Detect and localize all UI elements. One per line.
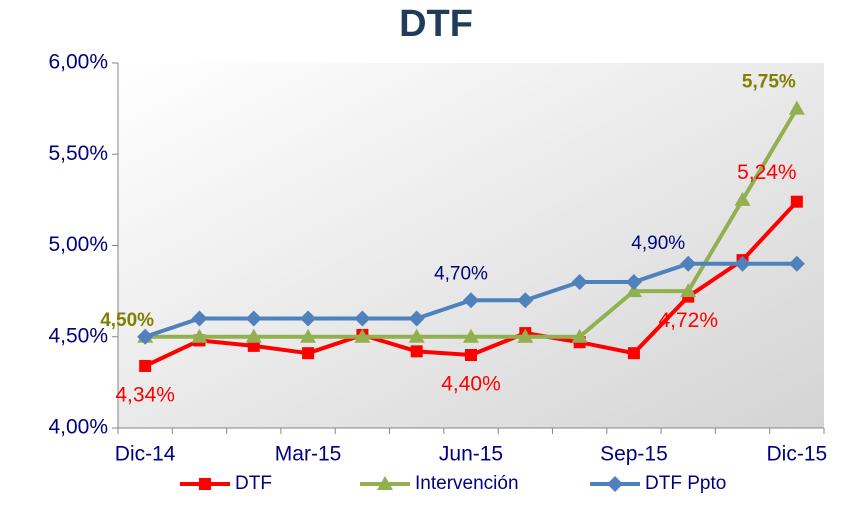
y-tick-label: 6,00%: [48, 51, 108, 74]
marker: [408, 310, 425, 327]
data-label: 5,24%: [737, 161, 797, 184]
data-label: 4,50%: [100, 310, 154, 331]
marker: [408, 328, 425, 343]
data-label: 4,34%: [115, 383, 175, 406]
marker: [137, 328, 154, 345]
y-tick-label: 5,50%: [48, 142, 108, 165]
legend-label: DTF Ppto: [645, 473, 726, 494]
data-label: 4,40%: [441, 373, 501, 396]
marker: [300, 328, 317, 343]
marker: [734, 191, 751, 206]
marker: [247, 339, 260, 352]
marker: [627, 347, 640, 360]
legend-marker: [607, 476, 623, 492]
marker: [191, 310, 208, 327]
marker: [571, 328, 588, 343]
x-tick-label: Sep-15: [600, 443, 668, 466]
marker: [463, 328, 479, 343]
marker: [788, 255, 805, 272]
y-tick-label: 5,00%: [48, 233, 108, 256]
data-label: 4,90%: [631, 233, 685, 254]
marker: [571, 274, 588, 290]
data-label: 4,70%: [434, 263, 488, 284]
marker: [245, 310, 262, 327]
marker: [734, 255, 751, 272]
marker: [463, 292, 479, 309]
marker: [354, 328, 371, 343]
marker: [300, 310, 317, 327]
marker: [517, 292, 534, 309]
marker: [788, 100, 805, 115]
marker: [302, 347, 315, 360]
marker: [625, 283, 642, 298]
marker: [410, 345, 423, 358]
marker: [465, 349, 477, 361]
x-tick-label: Mar-15: [275, 443, 342, 466]
marker: [680, 255, 697, 272]
plot-area: [118, 63, 824, 428]
x-tick-label: Jun-15: [439, 443, 503, 466]
marker: [245, 328, 262, 343]
marker: [354, 310, 371, 327]
y-tick-label: 4,00%: [48, 416, 108, 439]
legend-marker: [199, 478, 211, 490]
legend-label: DTF: [235, 473, 272, 494]
y-tick-label: 4,50%: [48, 324, 108, 347]
x-tick-label: Dic-14: [115, 443, 176, 466]
marker: [790, 195, 803, 208]
legend-label: Intervención: [415, 473, 519, 494]
marker: [191, 328, 208, 343]
marker: [139, 359, 152, 372]
marker: [680, 283, 697, 298]
data-label: 4,72%: [658, 309, 718, 332]
chart-title: DTF: [399, 3, 473, 45]
marker: [517, 328, 534, 343]
marker: [625, 274, 642, 290]
legend-marker: [377, 476, 393, 490]
x-tick-label: Dic-15: [767, 443, 828, 466]
data-label: 5,75%: [742, 72, 796, 93]
